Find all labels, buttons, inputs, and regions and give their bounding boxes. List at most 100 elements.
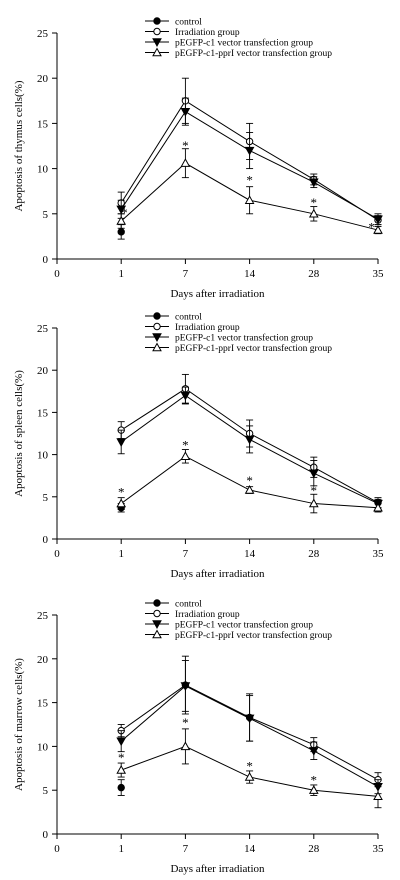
significance-star: *	[182, 437, 189, 452]
data-point	[180, 451, 191, 460]
y-tick-label: 0	[43, 829, 49, 841]
data-point	[116, 765, 127, 774]
legend-label: pEGFP-c1 vector transfection group	[175, 333, 313, 344]
series-open-triangle-up	[116, 728, 383, 809]
significance-star: *	[246, 172, 253, 187]
data-point	[373, 215, 383, 225]
data-point	[308, 208, 319, 218]
significance-star: *	[121, 205, 128, 220]
legend-label: control	[175, 600, 202, 610]
data-point	[373, 502, 383, 512]
y-tick-label: 10	[37, 741, 49, 753]
legend-marker	[152, 629, 162, 639]
legend-marker	[152, 620, 162, 630]
y-tick-label: 20	[37, 654, 49, 666]
x-tick-label: 14	[244, 548, 256, 560]
legend-marker	[152, 38, 162, 48]
legend-label: pEGFP-c1-pprI vector transfection group	[175, 343, 332, 354]
y-tick-label: 25	[37, 323, 49, 335]
legend-marker	[153, 322, 161, 331]
x-tick-label: 14	[244, 843, 256, 855]
x-tick-label: 7	[183, 843, 189, 855]
legend-marker	[153, 27, 161, 36]
legend-marker	[153, 312, 161, 320]
data-point	[244, 435, 255, 445]
y-tick-label: 15	[37, 407, 49, 419]
x-tick-label: 0	[54, 268, 60, 280]
y-tick-label: 5	[43, 209, 49, 221]
legend-label: pEGFP-c1 vector transfection group	[175, 620, 313, 631]
y-tick-label: 15	[37, 118, 49, 130]
y-axis-title: Apoptosis of thymus cells(%)	[13, 80, 25, 211]
data-point	[180, 107, 191, 117]
data-point	[180, 391, 191, 401]
data-point	[180, 158, 191, 167]
legend-label: Irradiation group	[175, 323, 240, 333]
significance-star: *	[246, 759, 253, 774]
legend-marker	[152, 342, 162, 352]
x-tick-label: 1	[118, 548, 124, 560]
legend-marker	[153, 599, 161, 607]
significance-star: *	[368, 219, 375, 234]
y-tick-label: 25	[37, 28, 49, 40]
x-tick-label: 28	[308, 548, 320, 560]
significance-star: *	[182, 138, 189, 153]
legend-label: control	[175, 18, 202, 28]
legend-marker	[152, 47, 162, 57]
legend-label: pEGFP-c1-pprI vector transfection group	[175, 48, 332, 59]
legend-marker	[153, 17, 161, 25]
x-tick-label: 1	[118, 268, 124, 280]
chart-marrow: 0 5 10 15 20 25 0 1 7 14 28 35 Days after irradiatio…	[13, 599, 384, 875]
y-axis-title: Apoptosis of spleen cells(%)	[13, 370, 25, 497]
legend-label: control	[175, 313, 202, 323]
data-point	[117, 783, 125, 792]
x-tick-label: 35	[373, 548, 385, 560]
series-filled-circle	[117, 779, 125, 796]
data-point	[117, 228, 125, 236]
x-tick-label: 0	[54, 843, 60, 855]
x-axis-title: Days after irradiation	[170, 568, 265, 580]
data-point	[373, 225, 383, 234]
x-tick-label: 7	[183, 548, 189, 560]
significance-star: *	[182, 715, 189, 730]
data-point	[180, 682, 191, 691]
x-tick-label: 0	[54, 548, 60, 560]
data-point	[308, 785, 319, 794]
legend-marker	[153, 609, 161, 618]
y-tick-label: 5	[43, 785, 49, 797]
data-point	[244, 485, 255, 494]
data-point	[244, 772, 255, 781]
y-tick-label: 20	[37, 73, 49, 85]
y-tick-label: 25	[37, 610, 49, 622]
data-point	[308, 178, 319, 188]
data-point	[373, 791, 383, 801]
data-point	[244, 714, 255, 724]
x-axis-title: Days after irradiation	[170, 288, 265, 300]
data-point	[244, 195, 255, 204]
data-point	[116, 205, 127, 215]
significance-star: *	[246, 473, 253, 488]
chart-spleen: 0 5 10 15 20 25 0 1 7 14 28 35 Days after irradiatio…	[13, 312, 385, 580]
x-tick-label: 14	[244, 268, 256, 280]
x-axis-title: Days after irradiation	[170, 863, 265, 875]
data-point	[116, 498, 127, 508]
y-axis-title: Apoptosis of marrow cells(%)	[13, 658, 25, 791]
y-tick-label: 15	[37, 698, 49, 710]
data-point	[308, 498, 319, 508]
data-point	[244, 146, 255, 156]
y-tick-label: 0	[43, 254, 49, 266]
data-point	[308, 469, 319, 479]
legend-label: pEGFP-c1-pprI vector transfection group	[175, 630, 332, 641]
series-open-triangle-up	[116, 449, 383, 514]
x-tick-label: 35	[373, 268, 385, 280]
significance-star: *	[311, 483, 318, 498]
chart-thymus: 0 5 10 15 20 25 0 1 7 14 28 35 Days after irradiatio…	[13, 17, 385, 300]
data-point	[116, 438, 127, 447]
series-open-triangle-up	[116, 148, 383, 235]
significance-star: *	[118, 750, 125, 765]
data-point	[180, 741, 191, 751]
